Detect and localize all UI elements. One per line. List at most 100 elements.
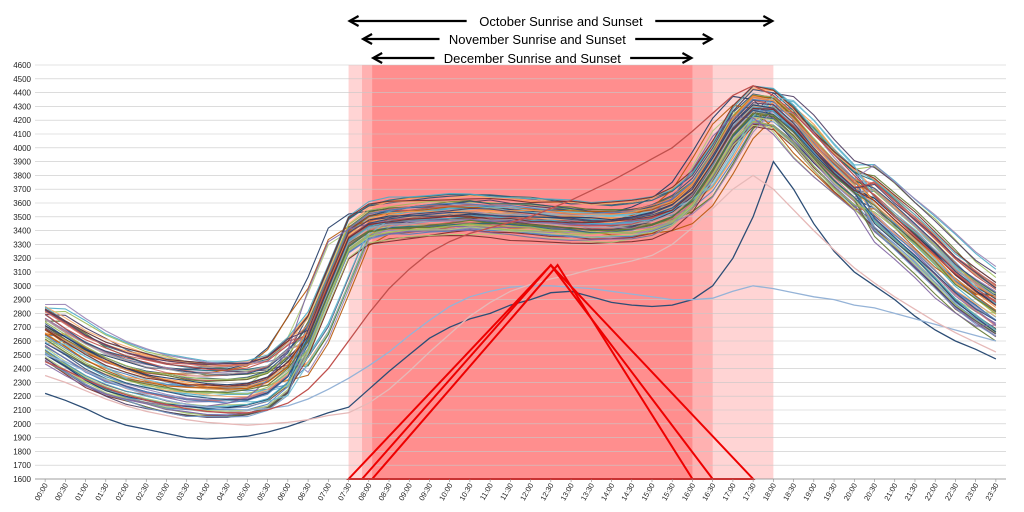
y-tick-label: 3800	[13, 171, 31, 180]
x-tick-label: 06:30	[296, 482, 313, 503]
gridlines	[35, 64, 1006, 480]
x-tick-label: 09:30	[417, 482, 434, 503]
y-tick-label: 1600	[13, 475, 31, 484]
band-label-2: December Sunrise and Sunset	[444, 51, 621, 66]
series-line-outlier	[44, 84, 997, 414]
y-tick-label: 2800	[13, 309, 31, 318]
y-tick-label: 2900	[13, 296, 31, 305]
y-tick-label: 3300	[13, 240, 31, 249]
series-line	[44, 102, 997, 365]
series-line-outlier	[44, 160, 997, 440]
y-tick-label: 3200	[13, 254, 31, 263]
x-tick-label: 13:30	[579, 482, 596, 503]
series-line	[44, 122, 997, 416]
arrow-head-right	[681, 52, 694, 64]
arrow-head-left	[360, 33, 373, 45]
y-tick-label: 2100	[13, 406, 31, 415]
x-tick-label: 01:30	[93, 482, 110, 503]
arrow-head-left	[370, 52, 383, 64]
x-tick-label: 19:30	[822, 482, 839, 503]
band-label-1: November Sunrise and Sunset	[449, 32, 626, 47]
y-tick-label: 2400	[13, 365, 31, 374]
y-tick-label: 3400	[13, 227, 31, 236]
x-tick-label: 19:00	[801, 482, 818, 503]
x-tick-label: 10:30	[457, 482, 474, 503]
y-tick-label: 2500	[13, 351, 31, 360]
x-tick-label: 14:30	[619, 482, 636, 503]
y-tick-label: 2700	[13, 323, 31, 332]
x-tick-label: 16:00	[680, 482, 697, 503]
x-tick-label: 04:30	[215, 482, 232, 503]
x-tick-label: 16:30	[700, 482, 717, 503]
series-line-outlier	[44, 174, 997, 426]
y-tick-label: 1900	[13, 434, 31, 443]
series-line	[44, 121, 997, 411]
x-tick-label: 10:00	[437, 482, 454, 503]
x-tick-label: 06:00	[275, 482, 292, 503]
x-tick-label: 17:00	[720, 482, 737, 503]
series-line	[44, 85, 997, 364]
x-tick-label: 07:00	[316, 482, 333, 503]
x-tick-label: 21:30	[903, 482, 920, 503]
x-tick-label: 01:00	[73, 482, 90, 503]
y-tick-label: 2300	[13, 378, 31, 387]
band-label-0: October Sunrise and Sunset	[479, 14, 643, 29]
x-tick-label: 14:00	[599, 482, 616, 503]
x-tick-label: 00:30	[53, 482, 70, 503]
y-tick-label: 3700	[13, 185, 31, 194]
y-tick-label: 4100	[13, 130, 31, 139]
y-tick-label: 3100	[13, 268, 31, 277]
x-tick-label: 15:00	[640, 482, 657, 503]
x-tick-label: 00:00	[33, 482, 50, 503]
x-tick-label: 05:30	[255, 482, 272, 503]
x-tick-label: 22:00	[923, 482, 940, 503]
x-tick-label: 13:00	[559, 482, 576, 503]
y-tick-label: 2600	[13, 337, 31, 346]
y-tick-label: 4000	[13, 144, 31, 153]
series-line	[44, 109, 997, 401]
y-tick-label: 3500	[13, 213, 31, 222]
series-line	[44, 85, 997, 364]
x-tick-label: 18:30	[781, 482, 798, 503]
x-tick-label: 11:00	[478, 482, 495, 502]
y-tick-label: 3000	[13, 282, 31, 291]
x-tick-label: 08:00	[356, 482, 373, 503]
arrow-head-left	[347, 15, 360, 27]
x-tick-label: 23:00	[963, 482, 980, 503]
x-tick-label: 05:00	[235, 482, 252, 503]
y-tick-label: 2200	[13, 392, 31, 401]
y-tick-label: 3900	[13, 158, 31, 167]
y-tick-label: 1700	[13, 461, 31, 470]
x-tick-label: 03:00	[154, 482, 171, 503]
daylight-annotations: October Sunrise and Sunset November Sunri…	[347, 14, 775, 66]
series-line-outlier	[44, 285, 997, 411]
series-lines	[44, 84, 997, 440]
x-tick-label: 02:00	[114, 482, 131, 503]
x-tick-label: 17:30	[741, 482, 758, 503]
arrow-head-right	[762, 15, 775, 27]
y-tick-label: 4600	[13, 61, 31, 70]
x-tick-label: 07:30	[336, 482, 353, 503]
x-tick-label: 15:30	[660, 482, 677, 503]
y-tick-label: 3600	[13, 199, 31, 208]
arrow-head-right	[702, 33, 714, 45]
series-line	[44, 98, 997, 404]
y-tick-label: 4500	[13, 75, 31, 84]
x-tick-label: 11:30	[498, 482, 515, 502]
series-line	[44, 115, 997, 410]
x-tick-label: 18:00	[761, 482, 778, 503]
y-tick-label: 1800	[13, 447, 31, 456]
x-tick-label: 08:30	[377, 482, 394, 503]
y-tick-label: 4300	[13, 102, 31, 111]
y-tick-label: 2000	[13, 420, 31, 429]
series-line	[44, 107, 997, 371]
x-tick-label: 12:30	[538, 482, 555, 503]
x-tick-label: 22:30	[943, 482, 960, 503]
x-tick-label: 09:00	[397, 482, 414, 503]
series-line	[44, 120, 997, 395]
x-tick-label: 20:00	[842, 482, 859, 503]
y-tick-label: 4200	[13, 116, 31, 125]
x-tick-label: 04:00	[194, 482, 211, 503]
x-tick-label: 23:30	[983, 482, 1000, 503]
